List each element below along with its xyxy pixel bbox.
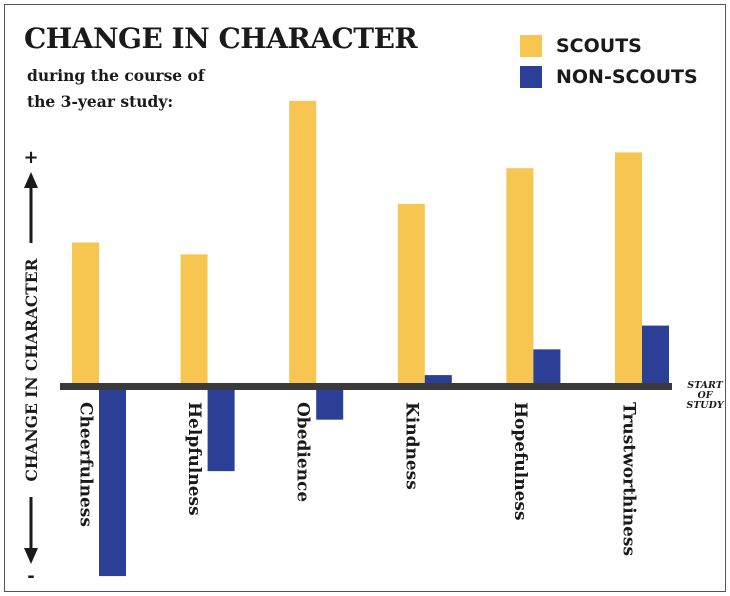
chart-title: CHANGE IN CHARACTER	[24, 22, 418, 55]
legend-item-non-scouts: NON-SCOUTS	[520, 66, 698, 88]
arrow-up-icon	[24, 172, 38, 188]
category-label-helpfulness: Helpfulness	[184, 402, 204, 516]
bar-scouts-hopefulness	[506, 168, 534, 386]
category-label-hopefulness: Hopefulness	[510, 402, 530, 521]
bar-non-scouts-hopefulness	[533, 349, 561, 386]
category-label-trustworthiness: Trustworthiness	[619, 402, 639, 556]
legend-label-scouts: SCOUTS	[556, 35, 642, 57]
bar-non-scouts-trustworthiness	[642, 325, 669, 386]
bar-scouts-cheerfulness	[72, 242, 99, 386]
category-label-kindness: Kindness	[401, 402, 421, 490]
legend-label-non-scouts: NON-SCOUTS	[556, 66, 698, 88]
legend-swatch-scouts	[520, 35, 542, 57]
arrow-down-icon	[24, 548, 38, 564]
y-axis-plus-label: +	[23, 147, 38, 168]
start-of-study-label-line-3: STUDY	[686, 400, 724, 411]
chart-subtitle-line-2: the 3-year study:	[27, 92, 174, 111]
category-label-obedience: Obedience	[293, 402, 313, 502]
start-of-study-label-line-2: OF	[697, 390, 713, 401]
category-label-cheerfulness: Cheerfulness	[76, 402, 96, 527]
baseline-axis	[60, 383, 672, 390]
bar-non-scouts-kindness	[424, 375, 452, 386]
bar-scouts-kindness	[397, 203, 425, 386]
y-axis-label: CHANGE IN CHARACTER	[22, 258, 41, 481]
bar-non-scouts-obedience	[316, 386, 344, 420]
y-axis-minus-label: -	[27, 566, 34, 587]
bar-scouts-trustworthiness	[615, 152, 642, 386]
bar-scouts-obedience	[289, 100, 317, 386]
bar-non-scouts-helpfulness	[207, 386, 235, 472]
chart-subtitle-line-1: during the course of	[27, 66, 205, 85]
legend-swatch-non-scouts	[520, 66, 542, 88]
bar-non-scouts-cheerfulness	[99, 386, 126, 577]
bar-scouts-helpfulness	[180, 254, 208, 386]
start-of-study-label-line-1: START	[687, 380, 724, 391]
legend-item-scouts: SCOUTS	[520, 35, 642, 57]
